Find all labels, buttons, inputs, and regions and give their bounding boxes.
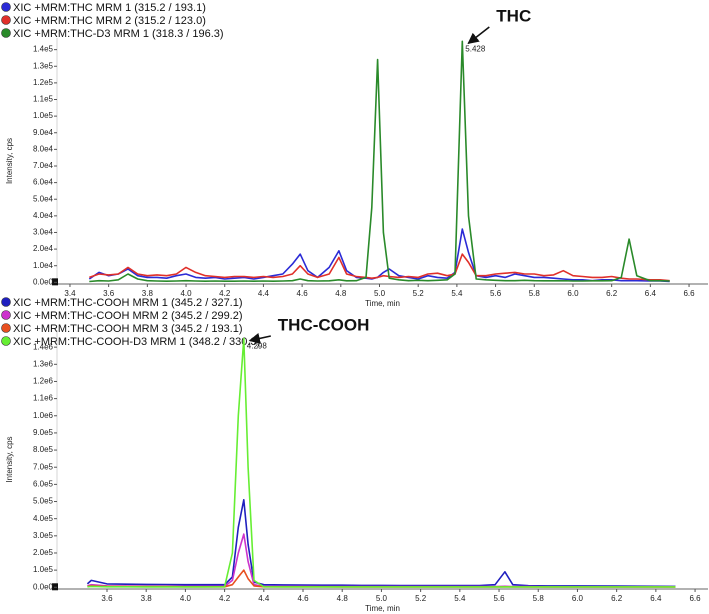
y-tick-label: 1.0e4 bbox=[33, 261, 54, 270]
x-tick-label: 3.6 bbox=[101, 594, 113, 603]
x-tick-label: 4.0 bbox=[180, 594, 192, 603]
x-tick-label: 4.4 bbox=[258, 594, 270, 603]
x-tick-label: 4.6 bbox=[297, 594, 309, 603]
x-axis-label: Time, min bbox=[365, 604, 400, 613]
y-tick-label: 3.0e5 bbox=[33, 531, 54, 540]
x-tick-label: 5.2 bbox=[413, 289, 425, 298]
x-tick-label: 5.2 bbox=[415, 594, 427, 603]
y-tick-label: 1.0e5 bbox=[33, 111, 54, 120]
y-tick-label: 2.0e4 bbox=[33, 244, 54, 253]
legend-label: XIC +MRM:THC-D3 MRM 1 (318.3 / 196.3) bbox=[13, 28, 224, 40]
x-tick-label: 6.4 bbox=[650, 594, 662, 603]
y-tick-label: 9.0e5 bbox=[33, 428, 54, 437]
y-tick-label: 1.3e6 bbox=[33, 359, 54, 368]
y-tick-label: 9.0e4 bbox=[33, 128, 54, 137]
series-line bbox=[86, 499, 676, 588]
x-tick-label: 6.6 bbox=[683, 289, 695, 298]
y-tick-label: 1.0e5 bbox=[33, 565, 54, 574]
legend-marker bbox=[1, 2, 11, 12]
x-tick-label: 5.0 bbox=[376, 594, 388, 603]
y-tick-label: 0.0e0 bbox=[33, 277, 54, 286]
y-axis-label: Intensity, cps bbox=[5, 138, 14, 184]
y-tick-label: 1.1e6 bbox=[33, 394, 54, 403]
x-tick-label: 3.6 bbox=[103, 289, 115, 298]
y-tick-label: 1.2e6 bbox=[33, 377, 54, 386]
series-line bbox=[87, 337, 676, 588]
legend-marker bbox=[1, 323, 11, 333]
x-tick-label: 4.8 bbox=[337, 594, 349, 603]
y-tick-label: 5.0e5 bbox=[33, 497, 54, 506]
x-tick-label: 5.8 bbox=[533, 594, 545, 603]
y-tick-label: 4.0e5 bbox=[33, 514, 54, 523]
x-tick-label: 4.0 bbox=[180, 289, 192, 298]
peak-label: 4.298 bbox=[247, 342, 268, 351]
x-tick-label: 4.4 bbox=[258, 289, 270, 298]
x-tick-label: 5.6 bbox=[493, 594, 505, 603]
x-tick-label: 5.6 bbox=[490, 289, 502, 298]
x-tick-label: 3.4 bbox=[64, 289, 76, 298]
legend-marker bbox=[1, 336, 11, 346]
x-tick-label: 6.2 bbox=[606, 289, 618, 298]
y-axis-label: Intensity, cps bbox=[5, 436, 14, 482]
y-tick-label: 8.0e5 bbox=[33, 445, 54, 454]
x-tick-label: 6.6 bbox=[689, 594, 701, 603]
x-tick-label: 5.8 bbox=[529, 289, 541, 298]
x-tick-label: 3.8 bbox=[141, 594, 153, 603]
series-line bbox=[87, 533, 676, 588]
series-line bbox=[89, 40, 670, 283]
annotation: THC bbox=[496, 6, 531, 25]
x-tick-label: 4.2 bbox=[219, 594, 231, 603]
y-tick-label: 0.0e0 bbox=[33, 582, 54, 591]
legend-marker bbox=[1, 297, 11, 307]
legend-label: XIC +MRM:THC-COOH MRM 3 (345.2 / 193.1) bbox=[13, 323, 243, 335]
x-tick-label: 6.0 bbox=[572, 594, 584, 603]
y-tick-label: 7.0e4 bbox=[33, 161, 54, 170]
x-tick-label: 4.6 bbox=[297, 289, 309, 298]
y-tick-label: 1.4e6 bbox=[33, 342, 54, 351]
y-tick-label: 3.0e4 bbox=[33, 228, 54, 237]
y-tick-label: 7.0e5 bbox=[33, 462, 54, 471]
legend-label: XIC +MRM:THC MRM 1 (315.2 / 193.1) bbox=[13, 2, 206, 14]
y-tick-label: 6.0e5 bbox=[33, 479, 54, 488]
annotation-arrow bbox=[467, 26, 490, 45]
x-tick-label: 4.8 bbox=[335, 289, 347, 298]
y-tick-label: 1.4e5 bbox=[33, 45, 54, 54]
annotation-arrow bbox=[248, 332, 271, 344]
x-tick-label: 5.4 bbox=[451, 289, 463, 298]
y-tick-label: 1.0e6 bbox=[33, 411, 54, 420]
x-axis-label: Time, min bbox=[365, 299, 400, 308]
y-tick-label: 6.0e4 bbox=[33, 178, 54, 187]
series-line bbox=[89, 253, 670, 282]
y-tick-label: 2.0e5 bbox=[33, 548, 54, 557]
y-tick-label: 1.1e5 bbox=[33, 95, 54, 104]
peak-label: 5.428 bbox=[465, 44, 486, 53]
y-tick-label: 4.0e4 bbox=[33, 211, 54, 220]
legend-label: XIC +MRM:THC-COOH MRM 1 (345.2 / 327.1) bbox=[13, 297, 243, 309]
x-tick-label: 3.8 bbox=[142, 289, 154, 298]
series-line bbox=[88, 228, 670, 283]
annotation: THC-COOH bbox=[278, 315, 370, 334]
legend-label: XIC +MRM:THC-COOH MRM 2 (345.2 / 299.2) bbox=[13, 310, 243, 322]
legend-marker bbox=[1, 310, 11, 320]
legend-marker bbox=[1, 15, 11, 25]
y-tick-label: 1.3e5 bbox=[33, 61, 54, 70]
y-tick-label: 5.0e4 bbox=[33, 194, 54, 203]
x-tick-label: 5.0 bbox=[374, 289, 386, 298]
x-tick-label: 6.0 bbox=[567, 289, 579, 298]
x-tick-label: 6.4 bbox=[645, 289, 657, 298]
x-tick-label: 6.2 bbox=[611, 594, 623, 603]
y-tick-label: 8.0e4 bbox=[33, 144, 54, 153]
legend-label: XIC +MRM:THC-COOH-D3 MRM 1 (348.2 / 330.… bbox=[13, 336, 260, 348]
y-tick-label: 1.2e5 bbox=[33, 78, 54, 87]
x-tick-label: 5.4 bbox=[454, 594, 466, 603]
x-tick-label: 4.2 bbox=[219, 289, 231, 298]
legend-marker bbox=[1, 28, 11, 38]
legend-label: XIC +MRM:THC MRM 2 (315.2 / 123.0) bbox=[13, 15, 206, 27]
